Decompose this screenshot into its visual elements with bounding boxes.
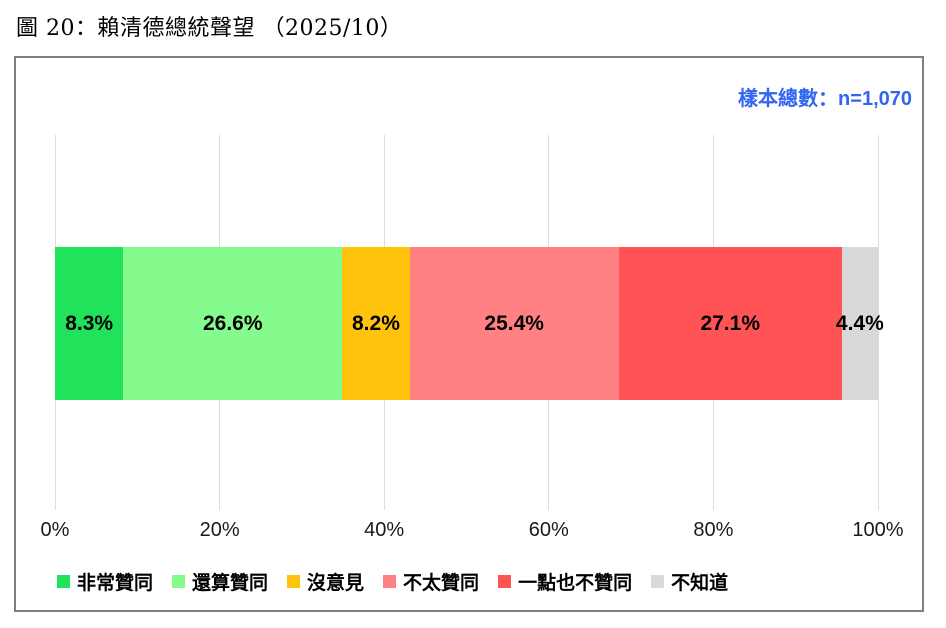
x-tick-label: 80%: [693, 519, 734, 541]
segment-percent-label: 26.6%: [202, 311, 263, 335]
legend-item: 不知道: [651, 568, 728, 595]
segment-percent-label: 27.1%: [700, 311, 760, 335]
bar-segment: 4.4%: [836, 247, 884, 400]
legend-swatch: [57, 575, 70, 588]
legend-item: 不太贊同: [383, 568, 479, 595]
legend-swatch: [383, 575, 397, 588]
bar-segment: 8.2%: [342, 247, 410, 400]
legend-item: 非常贊同: [57, 568, 153, 595]
chart-title: 圖 20：賴清德總統聲望 （2025/10）: [16, 16, 403, 41]
gridline: [877, 135, 879, 510]
chart-frame: 樣本總數：n=1,070 8.3% 26.6% 8.2% 25.4% 27.1% 4.4%…: [14, 56, 924, 612]
x-tick-label: 20%: [199, 519, 240, 541]
x-tick-label: 100%: [852, 519, 904, 541]
x-axis: 0% 20% 40% 60% 80% 100%: [41, 510, 904, 550]
stacked-bar: 8.3% 26.6% 8.2% 25.4% 27.1% 4.4%: [55, 247, 884, 400]
legend-item: 一點也不贊同: [498, 568, 632, 595]
bar-segment: 27.1%: [618, 247, 842, 400]
legend-label: 不太贊同: [403, 573, 480, 594]
sample-size-label: 樣本總數：n=1,070: [738, 88, 912, 110]
legend-item: 還算贊同: [172, 568, 268, 595]
bar-segment: 26.6%: [123, 247, 343, 400]
legend-swatch: [172, 575, 186, 588]
legend-label: 一點也不贊同: [518, 573, 633, 594]
legend-swatch: [287, 575, 301, 588]
legend-swatch: [498, 575, 512, 588]
legend: 非常贊同 還算贊同 沒意見 不太贊同 一點也不贊同 不知道: [57, 568, 728, 595]
segment-percent-label: 4.4%: [835, 311, 884, 335]
legend-label: 沒意見: [307, 573, 365, 594]
segment-percent-label: 25.4%: [484, 311, 544, 335]
bar-segment: 8.3%: [55, 247, 124, 400]
legend-swatch: [651, 575, 665, 588]
legend-label: 非常贊同: [77, 573, 154, 594]
legend-label: 不知道: [671, 573, 729, 594]
x-tick-label: 0%: [40, 519, 70, 541]
segment-percent-label: 8.2%: [352, 311, 400, 335]
bar-segment: 25.4%: [409, 247, 619, 400]
x-tick-label: 40%: [364, 519, 405, 541]
legend-item: 沒意見: [287, 568, 364, 595]
legend-label: 還算贊同: [192, 573, 269, 594]
segment-percent-label: 8.3%: [65, 311, 114, 335]
plot-area: 8.3% 26.6% 8.2% 25.4% 27.1% 4.4% 0% 20% 40% 60% 8…: [41, 135, 904, 541]
x-tick-label: 60%: [528, 519, 569, 541]
